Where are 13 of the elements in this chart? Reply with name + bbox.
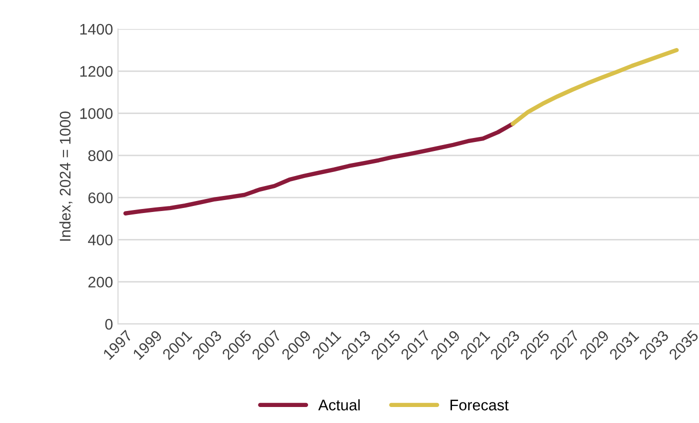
y-tick-label: 0 [105,318,113,330]
y-tick-label: 1400 [80,24,113,35]
y-tick-label: 1000 [80,108,113,119]
y-axis-title: Index, 2024 = 1000 [59,111,72,241]
legend-label: Forecast [450,400,509,410]
y-tick-label: 200 [88,276,113,288]
line-series [510,48,679,126]
line-series [123,122,515,216]
y-tick-label: 400 [88,234,113,246]
y-tick-label: 800 [88,150,113,162]
legend-label: Actual [318,399,360,410]
y-tick-label: 1200 [80,66,113,77]
y-tick-label: 600 [88,192,113,204]
